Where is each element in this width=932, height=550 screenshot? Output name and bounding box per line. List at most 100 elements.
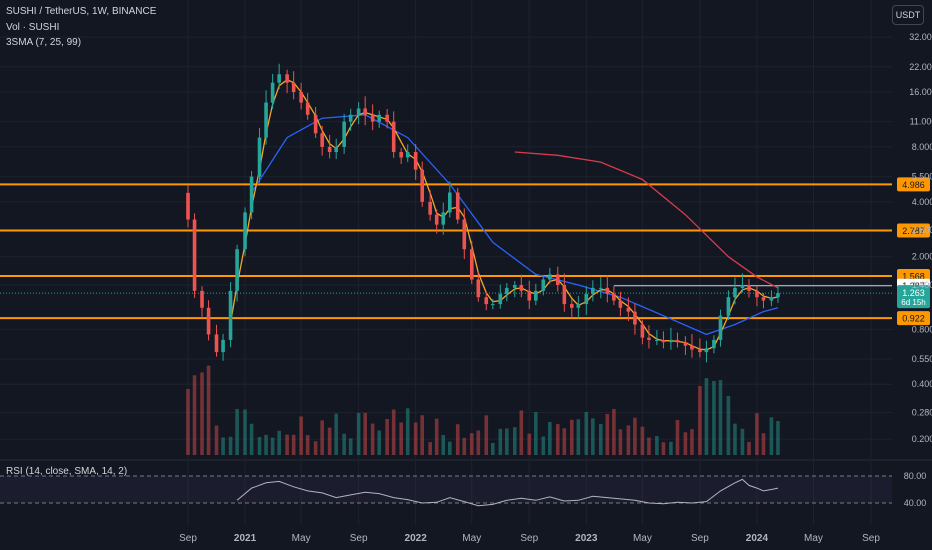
- volume-bar: [399, 422, 403, 455]
- candle-body: [669, 339, 673, 343]
- volume-bar: [683, 432, 688, 455]
- volume-bar: [519, 410, 524, 455]
- volume-bar: [420, 415, 425, 455]
- rsi-tick-label: 40.00: [904, 498, 927, 508]
- price-tick-label: 22.000: [909, 62, 932, 72]
- candle-body: [769, 297, 774, 301]
- price-tick-label: 1.400: [912, 280, 932, 290]
- volume-bar: [576, 419, 581, 455]
- volume-bar: [541, 436, 546, 455]
- volume-bar: [348, 438, 353, 455]
- price-tick-label: 0.550: [912, 354, 932, 364]
- volume-bar: [385, 418, 389, 455]
- volume-bar: [769, 417, 774, 455]
- volume-bar: [214, 425, 219, 455]
- candle-body: [462, 219, 467, 250]
- volume-bar: [491, 442, 495, 455]
- candle-body: [327, 146, 332, 153]
- volume-bar: [434, 418, 439, 455]
- price-tick-label: 2.800: [912, 225, 932, 235]
- time-tick-label: May: [462, 533, 481, 544]
- candle-body: [305, 102, 310, 115]
- candle-body: [200, 290, 204, 308]
- candle-body: [221, 339, 225, 353]
- candle-body: [761, 297, 766, 301]
- candle-body: [257, 137, 262, 177]
- candle-body: [776, 293, 780, 298]
- candle-body: [405, 152, 410, 158]
- volume-bar: [334, 413, 338, 455]
- price-axis[interactable]: 32.000 22.000 16.000 11.000 8.000 5.500 4.000 2…: [909, 32, 932, 444]
- candle-body: [342, 121, 346, 147]
- candle-body: [655, 339, 659, 341]
- candle-body: [740, 284, 745, 288]
- candle-body: [299, 92, 303, 103]
- volume-bar: [605, 413, 610, 455]
- time-axis[interactable]: Sep 2021 May Sep 2022 May Sep 2023 May Sep 2024 May…: [179, 533, 880, 544]
- candle-body: [469, 249, 474, 280]
- candle-body: [527, 290, 532, 301]
- candle-body: [718, 315, 723, 340]
- volume-legend: Vol · SUSHI: [6, 22, 60, 33]
- volume-bar: [441, 434, 446, 455]
- candle-body: [320, 133, 324, 147]
- price-tick-label: 16.000: [909, 87, 932, 97]
- time-tick-label: Sep: [691, 533, 709, 544]
- volume-bar: [186, 388, 190, 455]
- volume-bar: [661, 442, 666, 455]
- candle-body: [576, 304, 581, 308]
- candle-body: [598, 287, 603, 289]
- candle-body: [733, 287, 737, 298]
- candle-body: [484, 297, 489, 305]
- moving-averages: [229, 79, 779, 351]
- candle-body: [534, 290, 538, 301]
- time-tick-label: May: [633, 533, 652, 544]
- candle-body: [285, 74, 289, 83]
- volume-bar: [320, 420, 324, 455]
- candle-body: [214, 334, 219, 353]
- time-tick-label: May: [804, 533, 823, 544]
- volume-bar: [633, 417, 637, 455]
- volume-bar: [228, 436, 233, 455]
- volume-bar: [476, 430, 481, 455]
- volume-bar: [305, 435, 310, 455]
- candle-body: [420, 169, 425, 202]
- volume-bar: [356, 412, 361, 455]
- sma99-line: [514, 151, 779, 289]
- time-tick-label: Sep: [350, 533, 368, 544]
- candle-body: [491, 304, 495, 306]
- price-tick-label: 0.400: [912, 379, 932, 389]
- current-price-label: 1.263: [902, 288, 925, 298]
- volume-bar: [270, 437, 275, 455]
- price-tick-label: 5.500: [912, 172, 932, 182]
- price-tick-label: 11.000: [910, 117, 932, 127]
- volume-bar: [740, 428, 745, 455]
- sma25-line: [251, 114, 779, 336]
- candle-body: [348, 114, 353, 122]
- candle-body: [455, 192, 460, 220]
- currency-button[interactable]: USDT: [892, 5, 924, 25]
- rsi-line: [236, 478, 779, 507]
- volume-bar: [570, 419, 574, 455]
- time-tick-label: 2024: [746, 533, 769, 544]
- candle-body: [356, 108, 361, 115]
- candle-body: [690, 345, 694, 350]
- volume-bar: [313, 441, 318, 455]
- volume-bar: [555, 424, 560, 455]
- price-tick-label: 0.280: [912, 407, 932, 417]
- volume-bar: [626, 425, 631, 455]
- candle-body: [476, 279, 481, 298]
- candle-body: [633, 311, 637, 325]
- candle-body: [747, 284, 751, 291]
- time-tick-label: Sep: [520, 533, 538, 544]
- volume-bar: [512, 427, 517, 455]
- volume-bar: [447, 441, 452, 455]
- volume-bar: [612, 408, 616, 455]
- level-label: 1.568: [902, 272, 925, 282]
- volume-bars: [186, 365, 780, 455]
- time-tick-label: May: [292, 533, 311, 544]
- volume-bar: [413, 422, 418, 455]
- volume-bar: [405, 408, 410, 455]
